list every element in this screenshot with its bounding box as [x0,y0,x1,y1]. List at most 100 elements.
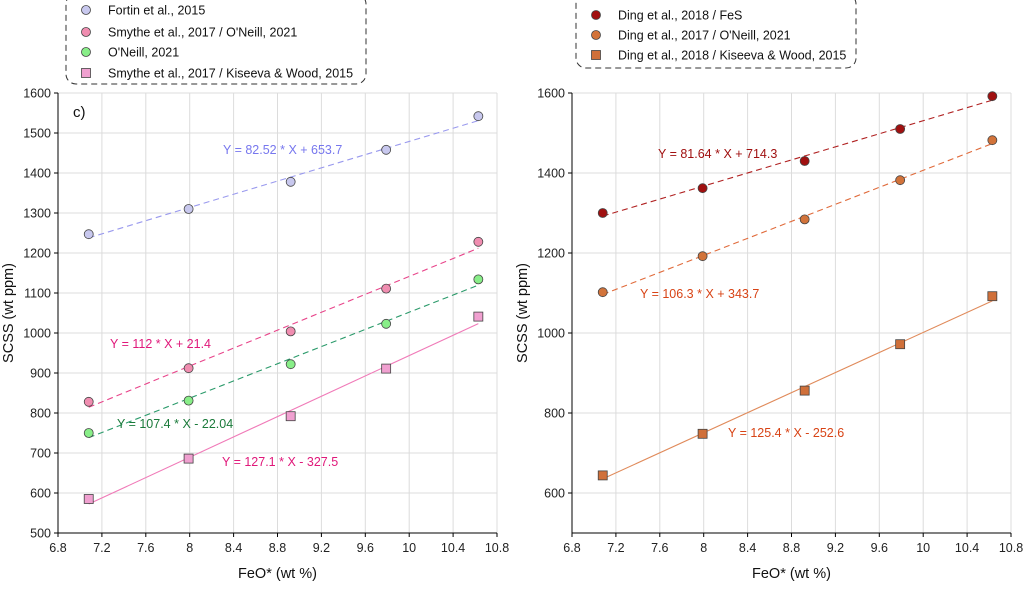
data-point [473,311,484,322]
fit-line [88,120,479,239]
data-point [799,385,810,396]
fit-line [88,323,479,505]
x-axis-title: FeO* (wt %) [752,566,831,582]
data-point [987,291,998,302]
data-point [83,396,94,407]
data-point [183,453,194,464]
data-point [183,363,194,374]
y-tick-label: 1100 [24,287,51,301]
legend-marker [81,27,91,37]
x-tick-label: 10.8 [485,541,509,555]
x-tick-label: 7.2 [93,541,110,555]
legend: Fortin et al., 2015 Smythe et al., 2017 /… [65,0,367,85]
legend: Ding et al., 2018 / FeS Ding et al., 2017… [575,0,857,69]
data-point [381,144,392,155]
legend-marker [591,10,601,20]
fit-equation-label: Y = 106.3 * X + 343.7 [640,287,759,301]
fit-equation-label: Y = 127.1 * X - 327.5 [222,455,338,469]
data-point [799,214,810,225]
legend-marker [81,68,91,78]
y-tick-label: 800 [30,407,51,421]
data-point [83,428,94,438]
y-tick-label: 1400 [537,167,565,181]
x-tick-label: 9.2 [827,541,844,555]
y-axis-title: SCSS (wt ppm) [1,263,17,363]
data-point [381,283,392,294]
y-tick-label: 1000 [537,327,565,341]
data-point [83,229,94,240]
x-tick-label: 7.2 [607,541,624,555]
fit-equation-label: Y = 81.64 * X + 714.3 [658,147,777,161]
fit-line [602,143,993,295]
data-point [597,470,608,481]
data-point [697,251,708,262]
fit-equation-label: Y = 125.4 * X - 252.6 [728,426,844,440]
data-point [183,395,194,406]
legend-box [65,0,367,85]
chart-left: 6.8 7.2 7.6 8 8.4 8.8 9.2 9.6 10 10.4 10.8 500 600 70… [1,0,509,582]
y-tick-label: 900 [30,367,51,381]
x-tick-label: 8.4 [225,541,242,555]
y-tick-label: 1000 [23,327,51,341]
x-tick-label: 8.8 [269,541,286,555]
legend-marker [81,5,91,15]
x-tick-label: 10.4 [955,541,979,555]
legend-entry: Smythe et al., 2017 / O'Neill, 2021 [108,26,297,40]
x-tick-label: 6.8 [49,541,66,555]
x-tick-label: 7.6 [137,541,154,555]
y-tick-label: 600 [544,487,565,501]
x-tick-label: 10.8 [999,541,1023,555]
panel-label: c) [73,104,86,121]
x-tick-label: 6.8 [563,541,580,555]
y-tick-label: 1300 [23,207,51,221]
fit-line [602,99,993,217]
y-tick-label: 1600 [23,87,51,101]
x-tick-label: 9.2 [313,541,330,555]
x-tick-label: 8 [186,541,193,555]
data-point [895,339,906,350]
x-axis-title: FeO* (wt %) [238,566,317,582]
legend-marker [81,47,91,57]
fit-line [88,247,479,408]
data-point [697,183,708,194]
x-tick-label: 9.6 [871,541,888,555]
x-tick-label: 9.6 [357,541,374,555]
data-point [597,208,608,218]
fit-equation-label: Y = 107.4 * X - 22.04 [117,417,233,431]
data-point [697,428,708,439]
y-axis-title: SCSS (wt ppm) [515,263,531,363]
data-point [285,411,296,422]
y-tick-label: 1500 [23,127,51,141]
data-point [381,363,392,374]
fit-line [88,284,479,439]
data-point [473,274,484,285]
legend-entry: Ding et al., 2018 / Kiseeva & Wood, 2015 [618,49,846,63]
x-tick-label: 8.4 [739,541,756,555]
y-tick-label: 1600 [537,87,565,101]
legend-entry: Ding et al., 2017 / O'Neill, 2021 [618,29,791,43]
x-tick-label: 10 [916,541,930,555]
fit-equation-label: Y = 82.52 * X + 653.7 [223,143,342,157]
x-tick-label: 10 [402,541,416,555]
x-tick-label: 7.6 [651,541,668,555]
legend-entry: Ding et al., 2018 / FeS [618,9,742,23]
data-point [183,204,194,214]
y-tick-label: 700 [30,447,51,461]
fit-line [602,300,993,480]
data-point [987,135,998,146]
x-tick-label: 10.4 [441,541,465,555]
data-point [285,359,296,370]
chart-right: 6.8 7.2 7.6 8 8.4 8.8 9.2 9.6 10 10.4 10.8 600 800 10… [515,0,1023,582]
y-tick-label: 800 [544,407,565,421]
y-tick-label: 600 [30,487,51,501]
legend-entry: Fortin et al., 2015 [108,4,205,18]
data-point [83,494,94,504]
data-point [285,326,296,337]
y-tick-label: 1200 [537,247,565,261]
data-point [895,124,906,134]
data-point [799,156,810,166]
data-point [285,176,296,187]
y-tick-label: 500 [30,527,51,541]
data-point [597,287,608,298]
